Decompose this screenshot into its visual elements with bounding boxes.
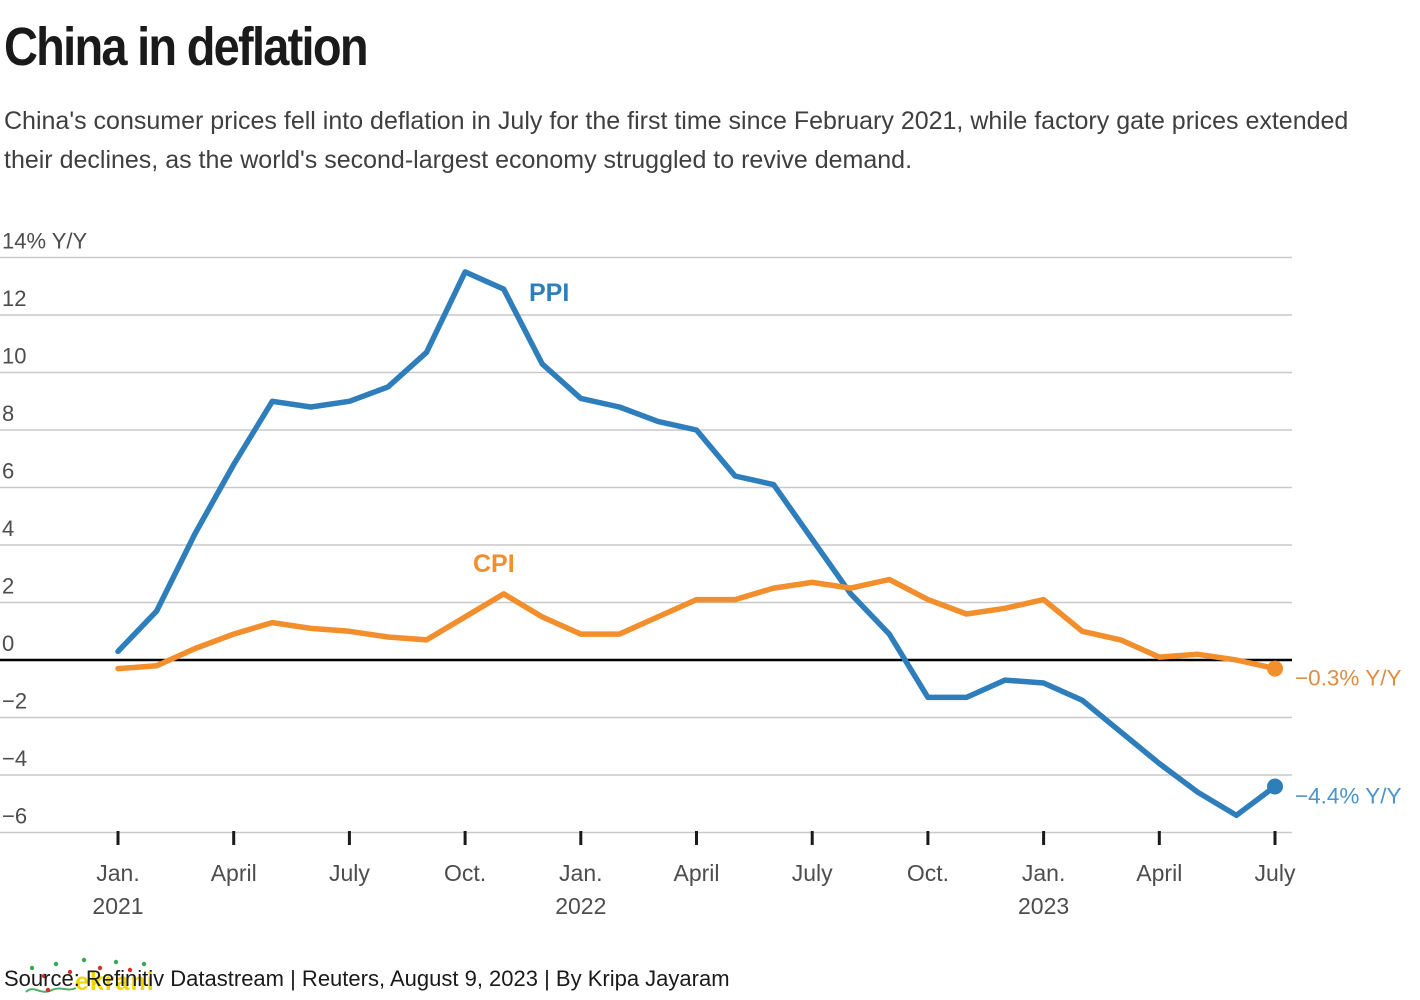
y-tick-label: 12 bbox=[2, 286, 26, 311]
series-end-value-ppi: −4.4% Y/Y bbox=[1295, 784, 1402, 809]
series-label-ppi: PPI bbox=[529, 279, 569, 307]
x-tick-label: April bbox=[211, 860, 257, 886]
y-tick-label: 8 bbox=[2, 401, 14, 426]
chart-subtitle: China's consumer prices fell into deflat… bbox=[4, 107, 1349, 174]
series-end-dot-ppi bbox=[1267, 778, 1284, 795]
x-tick-label: Oct. bbox=[444, 860, 486, 886]
x-tick-label: Jan. bbox=[96, 860, 139, 886]
y-tick-label: −2 bbox=[2, 689, 27, 714]
series-line-ppi bbox=[115, 269, 1278, 819]
x-tick-label: Jan. bbox=[1022, 860, 1065, 886]
y-tick-label: 14% Y/Y bbox=[2, 229, 88, 254]
x-tick-label: Jan. bbox=[559, 860, 602, 886]
y-tick-label: 10 bbox=[2, 344, 26, 369]
y-tick-label: 2 bbox=[2, 574, 14, 599]
x-tick-year: 2022 bbox=[555, 893, 606, 919]
x-tick-label: July bbox=[329, 860, 370, 886]
x-tick-label: April bbox=[673, 860, 719, 886]
series-label-cpi: CPI bbox=[473, 550, 515, 578]
x-tick-label: July bbox=[792, 860, 833, 886]
x-tick-label: July bbox=[1255, 860, 1296, 886]
y-tick-label: −4 bbox=[2, 746, 27, 771]
series-end-value-cpi: −0.3% Y/Y bbox=[1295, 666, 1402, 691]
y-tick-label: 0 bbox=[2, 631, 14, 656]
y-tick-label: −6 bbox=[2, 804, 27, 829]
y-tick-label: 4 bbox=[2, 516, 14, 541]
page-title: China in deflation bbox=[4, 17, 369, 77]
x-tick-label: April bbox=[1136, 860, 1182, 886]
series-line-cpi bbox=[115, 576, 1278, 672]
x-tick-year: 2021 bbox=[92, 893, 143, 919]
series-end-dot-cpi bbox=[1267, 660, 1284, 677]
x-tick-year: 2023 bbox=[1018, 893, 1069, 919]
watermark-scribble-icon bbox=[25, 957, 147, 993]
watermark-text: ekrani bbox=[75, 968, 155, 996]
x-tick-label: Oct. bbox=[907, 860, 949, 886]
source-line: Source: Refinitiv Datastream | Reuters, … bbox=[4, 966, 730, 991]
y-tick-label: 6 bbox=[2, 459, 14, 484]
ekran-watermark: ekrani bbox=[18, 946, 168, 1000]
